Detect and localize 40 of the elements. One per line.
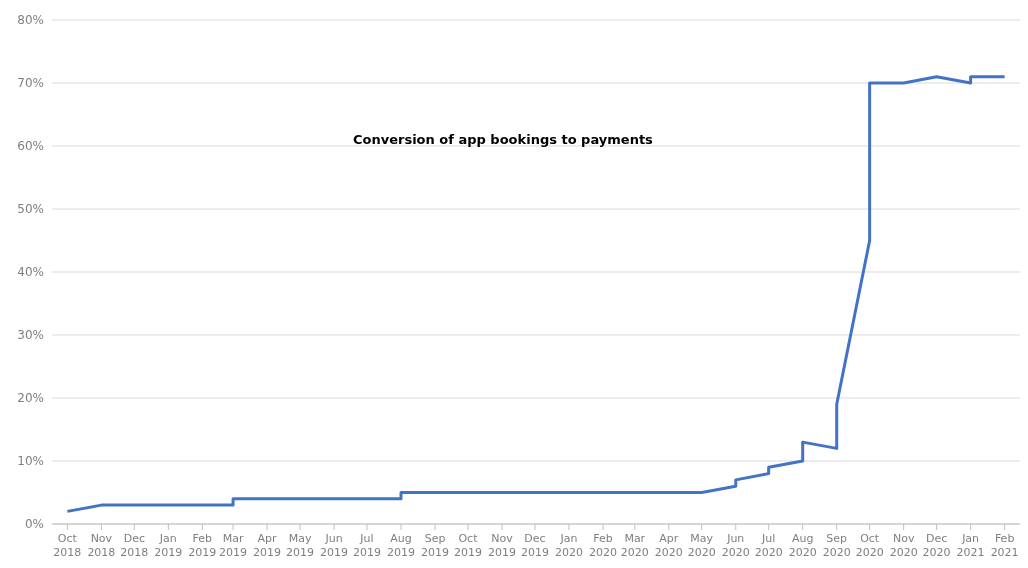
x-tick-label: Jan 2020 (554, 532, 583, 559)
text: Conversion of app bookings to payments (353, 132, 653, 147)
x-tick-label: Jun 2019 (320, 532, 349, 559)
x-tick-label: Dec 2020 (922, 532, 951, 559)
x-tick-label: Feb 2019 (188, 532, 217, 559)
x-tick-label: Jul 2020 (754, 532, 783, 559)
x-tick-label: Sep 2019 (421, 532, 450, 559)
x-tick-label: Nov 2020 (889, 532, 918, 559)
x-tick-label: Sep 2020 (822, 532, 851, 559)
x-tick-label: Oct 2019 (453, 532, 482, 559)
line-series (65, 75, 1007, 513)
x-tick-label: Nov 2019 (487, 532, 516, 559)
x-tick-label: Mar 2019 (219, 532, 248, 559)
x-tick-label: Nov 2018 (87, 532, 116, 559)
x-tick-label: Feb 2021 (990, 532, 1019, 559)
x-tick-label: Jul 2019 (352, 532, 381, 559)
x-tick-label: Jan 2019 (154, 532, 183, 559)
x-tick-label: Oct 2018 (53, 532, 82, 559)
y-tick-label: 60% (17, 139, 44, 154)
x-tick-label: Dec 2018 (120, 532, 149, 559)
y-tick-label: 0% (24, 517, 44, 532)
y-tick-label: 30% (17, 328, 44, 343)
y-tick-label: 40% (17, 265, 44, 280)
x-tick-label: May 2019 (286, 532, 315, 559)
y-tick-label: 80% (17, 13, 44, 28)
y-tick-label: 20% (17, 391, 44, 406)
x-tick-label: Oct 2020 (855, 532, 884, 559)
x-tick-label: Dec 2019 (520, 532, 549, 559)
x-tick-label: Aug 2020 (788, 532, 817, 559)
x-tick-label: Feb 2020 (588, 532, 617, 559)
y-tick-label: 10% (17, 454, 44, 469)
x-tick-label: May 2020 (687, 532, 716, 559)
x-tick-label: Jun 2020 (721, 532, 750, 559)
x-tick-label: Aug 2019 (387, 532, 416, 559)
y-tick-label: 50% (17, 202, 44, 217)
x-tick-label: Jan 2021 (956, 532, 985, 559)
x-tick-label: Apr 2019 (253, 532, 282, 559)
y-tick-label: 70% (17, 76, 44, 91)
x-tick-label: Mar 2020 (620, 532, 649, 559)
x-tick-label: Apr 2020 (654, 532, 683, 559)
